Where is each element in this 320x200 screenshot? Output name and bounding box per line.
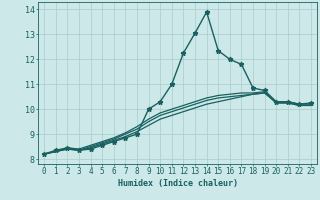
X-axis label: Humidex (Indice chaleur): Humidex (Indice chaleur) [118,179,238,188]
